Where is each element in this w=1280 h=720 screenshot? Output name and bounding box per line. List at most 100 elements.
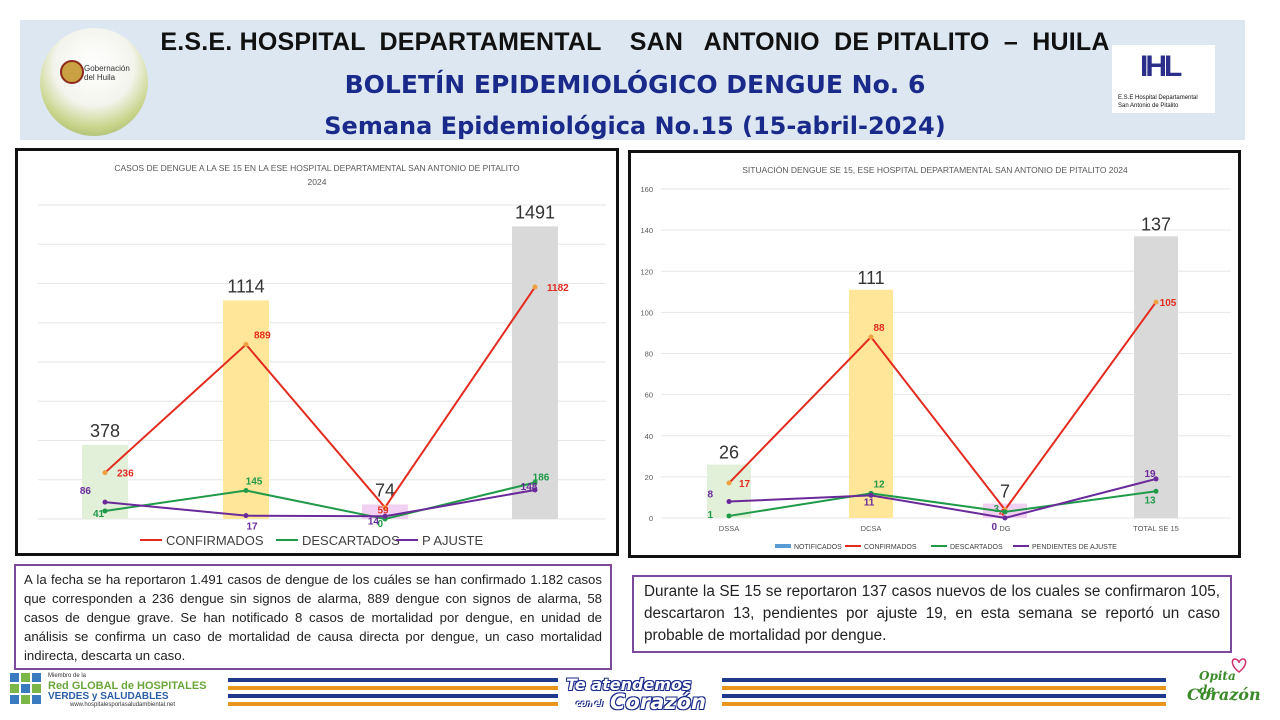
legend-label: CONFIRMADOS — [166, 533, 264, 548]
bar — [82, 444, 128, 519]
legend-label: CONFIRMADOS — [864, 544, 917, 551]
seal-icon — [60, 60, 84, 84]
chart-title: SITUACIÓN DENGUE SE 15, ESE HOSPITAL DEP… — [742, 165, 1128, 175]
series-point — [532, 284, 538, 290]
y-tick-label: 0 — [649, 514, 653, 523]
banner-line2: con el — [576, 699, 603, 708]
series-point — [868, 334, 874, 340]
series-point — [382, 504, 388, 510]
chart-title-line2: 2024 — [308, 177, 327, 187]
gob-logo-line2: del Huila — [84, 73, 116, 82]
data-label: 88 — [873, 323, 885, 334]
legend-label: NOTIFICADOS — [794, 544, 842, 551]
footer-stripe-left-1 — [228, 678, 558, 682]
legend-label: DESCARTADOS — [302, 533, 400, 548]
data-label: 4 — [999, 508, 1005, 519]
series-point — [102, 499, 108, 505]
data-label: 0 — [377, 519, 383, 530]
y-tick-label: 80 — [645, 350, 653, 359]
data-label: 86 — [80, 486, 92, 497]
data-label: 19 — [1144, 469, 1156, 480]
banner-line1: Te atendemos — [566, 675, 692, 694]
series-line — [104, 488, 536, 518]
series-point — [382, 513, 388, 519]
series-point — [1002, 515, 1008, 521]
opita-line2: Corazón — [1187, 685, 1261, 704]
footer-stripe-left-2 — [228, 686, 558, 690]
data-label: 148 — [521, 482, 538, 493]
heart-icon — [1231, 658, 1247, 673]
bar-value-label: 1114 — [227, 276, 264, 296]
footer-stripe-right-4 — [722, 702, 1166, 706]
red-line4: www.hospitalesporlasaludambiental.net — [70, 702, 176, 708]
bar — [849, 289, 893, 518]
data-label: 59 — [377, 505, 389, 516]
bar-value-label: 1491 — [515, 202, 555, 222]
gob-logo-text: Gobernación del Huila — [84, 64, 130, 82]
bar — [707, 464, 751, 518]
x-tick-label: TOTAL SE 15 — [1133, 524, 1179, 533]
chart-week: SITUACIÓN DENGUE SE 15, ESE HOSPITAL DEP… — [628, 150, 1241, 558]
gobernacion-huila-logo: Gobernación del Huila — [40, 28, 148, 136]
series-point — [726, 480, 732, 486]
x-tick-label: DSSA — [719, 524, 739, 533]
red-hospitales-logo — [10, 673, 42, 705]
summary-week-text: Durante la SE 15 se reportaron 137 casos… — [632, 575, 1232, 653]
red-line3: VERDES y SALUDABLES — [48, 691, 169, 702]
data-label: 1 — [707, 510, 713, 521]
data-label: 1182 — [547, 283, 569, 294]
x-tick-label: DCSA — [861, 524, 882, 533]
series-line — [728, 490, 1157, 517]
data-label: 13 — [1144, 495, 1156, 506]
legend-label: PENDIENTES DE AJUSTE — [1032, 544, 1117, 551]
bar-value-label: 137 — [1141, 214, 1171, 234]
ese-logo-line1: E.S.E Hospital Departamental — [1118, 95, 1198, 101]
data-label: 3 — [993, 504, 999, 515]
ese-logo-line2: San Antonio de Pitalito — [1118, 103, 1179, 109]
bar — [1134, 236, 1178, 518]
series-point — [243, 488, 249, 494]
chart-week-svg: SITUACIÓN DENGUE SE 15, ESE HOSPITAL DEP… — [640, 165, 1231, 551]
legend-swatch — [775, 544, 791, 548]
series-point — [102, 508, 108, 514]
data-label: 186 — [533, 472, 550, 483]
data-label: 12 — [873, 479, 885, 490]
series-line — [104, 481, 536, 521]
y-tick-label: 140 — [640, 226, 653, 235]
bar-value-label: 378 — [90, 421, 120, 441]
series-point — [102, 470, 108, 476]
y-tick-label: 120 — [640, 267, 653, 276]
data-label: 8 — [707, 490, 713, 501]
footer-stripe-left-3 — [228, 694, 558, 698]
series-point — [726, 499, 732, 505]
week-title: Semana Epidemiológica No.15 (15-abril-20… — [324, 112, 946, 140]
data-label: 17 — [246, 522, 258, 533]
summary-cumulative-text: A la fecha se ha reportaron 1.491 casos … — [14, 564, 612, 670]
series-point — [726, 513, 732, 519]
te-atendemos-banner: Te atendemos con el Corazón — [562, 675, 722, 715]
series-point — [1002, 509, 1008, 515]
opita-line1: Opita de — [1199, 669, 1236, 697]
gob-logo-line1: Gobernación — [84, 64, 130, 73]
series-point — [868, 492, 874, 498]
data-label: 105 — [1160, 298, 1177, 309]
data-label: 14 — [368, 516, 380, 527]
data-label: 41 — [93, 509, 105, 520]
banner-line3: Corazón — [610, 690, 706, 714]
ese-hospital-logo: IHL E.S.E Hospital Departamental San Ant… — [1112, 45, 1215, 113]
data-label: 17 — [739, 479, 751, 490]
bar — [512, 226, 558, 520]
y-tick-label: 40 — [645, 432, 653, 441]
legend-label: DESCARTADOS — [950, 544, 1003, 551]
ese-logo-mark: IHL — [1140, 50, 1182, 83]
series-line — [728, 301, 1157, 512]
y-tick-label: 60 — [645, 391, 653, 400]
y-tick-label: 100 — [640, 308, 653, 317]
series-point — [1153, 488, 1159, 494]
hospital-title: E.S.E. HOSPITAL DEPARTAMENTAL SAN ANTONI… — [160, 28, 1110, 56]
red-line2: Red GLOBAL de HOSPITALES — [48, 680, 207, 692]
legend-label: P AJUSTE — [422, 533, 484, 548]
red-line1: Miembro de la — [48, 673, 87, 679]
footer-stripe-right-1 — [722, 678, 1166, 682]
y-tick-label: 160 — [640, 185, 653, 194]
